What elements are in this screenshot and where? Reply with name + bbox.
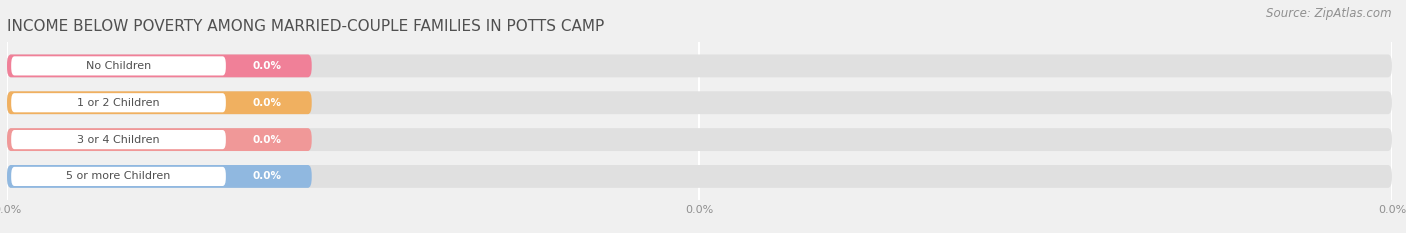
Text: Source: ZipAtlas.com: Source: ZipAtlas.com (1267, 7, 1392, 20)
Text: 3 or 4 Children: 3 or 4 Children (77, 135, 160, 145)
FancyBboxPatch shape (11, 130, 226, 149)
FancyBboxPatch shape (7, 55, 1392, 77)
FancyBboxPatch shape (11, 167, 226, 186)
Text: 5 or more Children: 5 or more Children (66, 171, 170, 182)
Text: No Children: No Children (86, 61, 150, 71)
FancyBboxPatch shape (11, 93, 226, 112)
Text: INCOME BELOW POVERTY AMONG MARRIED-COUPLE FAMILIES IN POTTS CAMP: INCOME BELOW POVERTY AMONG MARRIED-COUPL… (7, 19, 605, 34)
FancyBboxPatch shape (7, 165, 312, 188)
FancyBboxPatch shape (11, 56, 226, 75)
Text: 0.0%: 0.0% (253, 61, 281, 71)
FancyBboxPatch shape (7, 128, 312, 151)
Text: 1 or 2 Children: 1 or 2 Children (77, 98, 160, 108)
FancyBboxPatch shape (7, 128, 1392, 151)
FancyBboxPatch shape (7, 91, 1392, 114)
FancyBboxPatch shape (7, 91, 312, 114)
Text: 0.0%: 0.0% (253, 135, 281, 145)
FancyBboxPatch shape (7, 55, 312, 77)
Text: 0.0%: 0.0% (253, 171, 281, 182)
FancyBboxPatch shape (7, 165, 1392, 188)
Text: 0.0%: 0.0% (253, 98, 281, 108)
